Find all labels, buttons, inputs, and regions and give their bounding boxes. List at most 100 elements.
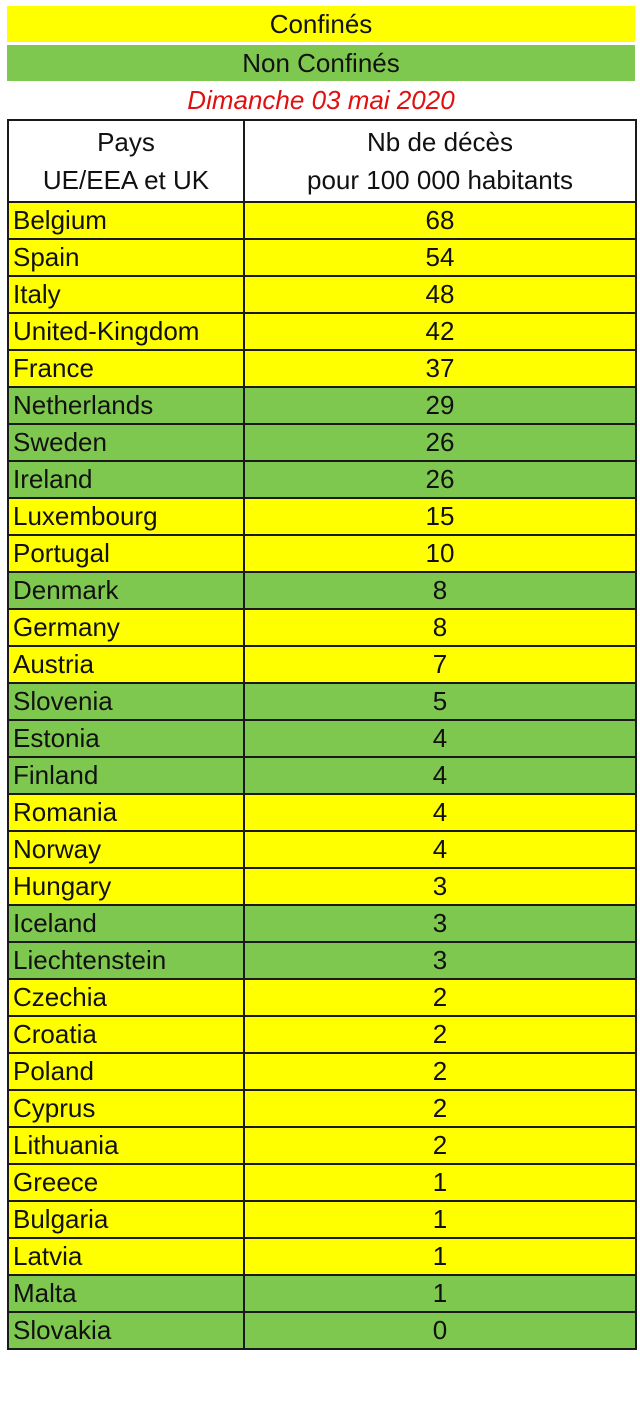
table-row: Ireland 26 <box>7 460 637 499</box>
country-cell: Austria <box>7 645 245 684</box>
legend-confined: Confinés <box>7 6 635 42</box>
header-deaths: Nb de décès pour 100 000 habitants <box>243 119 637 203</box>
table-row: Lithuania 2 <box>7 1126 637 1165</box>
country-cell: Belgium <box>7 201 245 240</box>
deaths-cell: 0 <box>243 1311 637 1350</box>
country-cell: Malta <box>7 1274 245 1313</box>
country-cell: Denmark <box>7 571 245 610</box>
table-row: Norway 4 <box>7 830 637 869</box>
header-country-line1: Pays <box>97 127 155 157</box>
country-cell: Latvia <box>7 1237 245 1276</box>
deaths-cell: 3 <box>243 941 637 980</box>
deaths-cell: 1 <box>243 1163 637 1202</box>
table-row: Denmark 8 <box>7 571 637 610</box>
country-cell: Finland <box>7 756 245 795</box>
date-title: Dimanche 03 mai 2020 <box>187 85 455 115</box>
table-row: Romania 4 <box>7 793 637 832</box>
legend-not-confined: Non Confinés <box>7 45 635 81</box>
deaths-cell: 2 <box>243 1089 637 1128</box>
table-row: Finland 4 <box>7 756 637 795</box>
table-row: France 37 <box>7 349 637 388</box>
deaths-cell: 8 <box>243 608 637 647</box>
country-cell: Netherlands <box>7 386 245 425</box>
table-row: Italy 48 <box>7 275 637 314</box>
deaths-cell: 42 <box>243 312 637 351</box>
deaths-cell: 4 <box>243 719 637 758</box>
deaths-cell: 1 <box>243 1274 637 1313</box>
deaths-cell: 2 <box>243 978 637 1017</box>
country-cell: Slovakia <box>7 1311 245 1350</box>
deaths-cell: 3 <box>243 904 637 943</box>
table-row: Croatia 2 <box>7 1015 637 1054</box>
table-row: Sweden 26 <box>7 423 637 462</box>
table-row: Portugal 10 <box>7 534 637 573</box>
deaths-cell: 5 <box>243 682 637 721</box>
deaths-cell: 2 <box>243 1015 637 1054</box>
country-cell: Norway <box>7 830 245 869</box>
table-row: Latvia 1 <box>7 1237 637 1276</box>
country-cell: Spain <box>7 238 245 277</box>
table-row: Hungary 3 <box>7 867 637 906</box>
table-row: Iceland 3 <box>7 904 637 943</box>
deaths-cell: 4 <box>243 756 637 795</box>
deaths-cell: 37 <box>243 349 637 388</box>
deaths-cell: 2 <box>243 1126 637 1165</box>
table-row: Austria 7 <box>7 645 637 684</box>
country-cell: Croatia <box>7 1015 245 1054</box>
table-row: Germany 8 <box>7 608 637 647</box>
table-row: Spain 54 <box>7 238 637 277</box>
table-row: United-Kingdom 42 <box>7 312 637 351</box>
deaths-cell: 1 <box>243 1200 637 1239</box>
country-cell: Slovenia <box>7 682 245 721</box>
table-row: Luxembourg 15 <box>7 497 637 536</box>
table-row: Czechia 2 <box>7 978 637 1017</box>
country-cell: Estonia <box>7 719 245 758</box>
country-cell: Portugal <box>7 534 245 573</box>
deaths-cell: 48 <box>243 275 637 314</box>
header-deaths-line1: Nb de décès <box>367 127 513 157</box>
table-row: Cyprus 2 <box>7 1089 637 1128</box>
document: Confinés Non Confinés Dimanche 03 mai 20… <box>7 6 637 1350</box>
country-cell: Bulgaria <box>7 1200 245 1239</box>
country-cell: Germany <box>7 608 245 647</box>
deaths-cell: 26 <box>243 460 637 499</box>
country-cell: Ireland <box>7 460 245 499</box>
table-row: Slovenia 5 <box>7 682 637 721</box>
country-cell: Iceland <box>7 904 245 943</box>
country-cell: Poland <box>7 1052 245 1091</box>
country-cell: Italy <box>7 275 245 314</box>
deaths-cell: 8 <box>243 571 637 610</box>
header-country-line2: UE/EEA et UK <box>42 165 210 195</box>
deaths-cell: 3 <box>243 867 637 906</box>
country-cell: Cyprus <box>7 1089 245 1128</box>
table-row: Poland 2 <box>7 1052 637 1091</box>
table-row: Estonia 4 <box>7 719 637 758</box>
deaths-cell: 4 <box>243 830 637 869</box>
header-country: Pays UE/EEA et UK <box>7 119 245 203</box>
country-cell: Sweden <box>7 423 245 462</box>
country-cell: Luxembourg <box>7 497 245 536</box>
header-deaths-line2: pour 100 000 habitants <box>307 165 573 195</box>
table-row: Bulgaria 1 <box>7 1200 637 1239</box>
deaths-cell: 26 <box>243 423 637 462</box>
deaths-cell: 7 <box>243 645 637 684</box>
table-row: Greece 1 <box>7 1163 637 1202</box>
deaths-cell: 15 <box>243 497 637 536</box>
table-row: Liechtenstein 3 <box>7 941 637 980</box>
country-cell: France <box>7 349 245 388</box>
deaths-cell: 10 <box>243 534 637 573</box>
table-row: Netherlands 29 <box>7 386 637 425</box>
table-row: Malta 1 <box>7 1274 637 1313</box>
deaths-cell: 68 <box>243 201 637 240</box>
deaths-table: Pays UE/EEA et UK Nb de décès pour 100 0… <box>7 119 637 1350</box>
deaths-cell: 54 <box>243 238 637 277</box>
table-body: Belgium 68 Spain 54 Italy 48 United-Kingdom 42 F… <box>7 201 637 1350</box>
table-header-row: Pays UE/EEA et UK Nb de décès pour 100 0… <box>7 119 637 203</box>
deaths-cell: 29 <box>243 386 637 425</box>
country-cell: Liechtenstein <box>7 941 245 980</box>
table-row: Belgium 68 <box>7 201 637 240</box>
deaths-cell: 1 <box>243 1237 637 1276</box>
country-cell: Romania <box>7 793 245 832</box>
table-row: Slovakia 0 <box>7 1311 637 1350</box>
legend-not-confined-label: Non Confinés <box>242 48 400 78</box>
